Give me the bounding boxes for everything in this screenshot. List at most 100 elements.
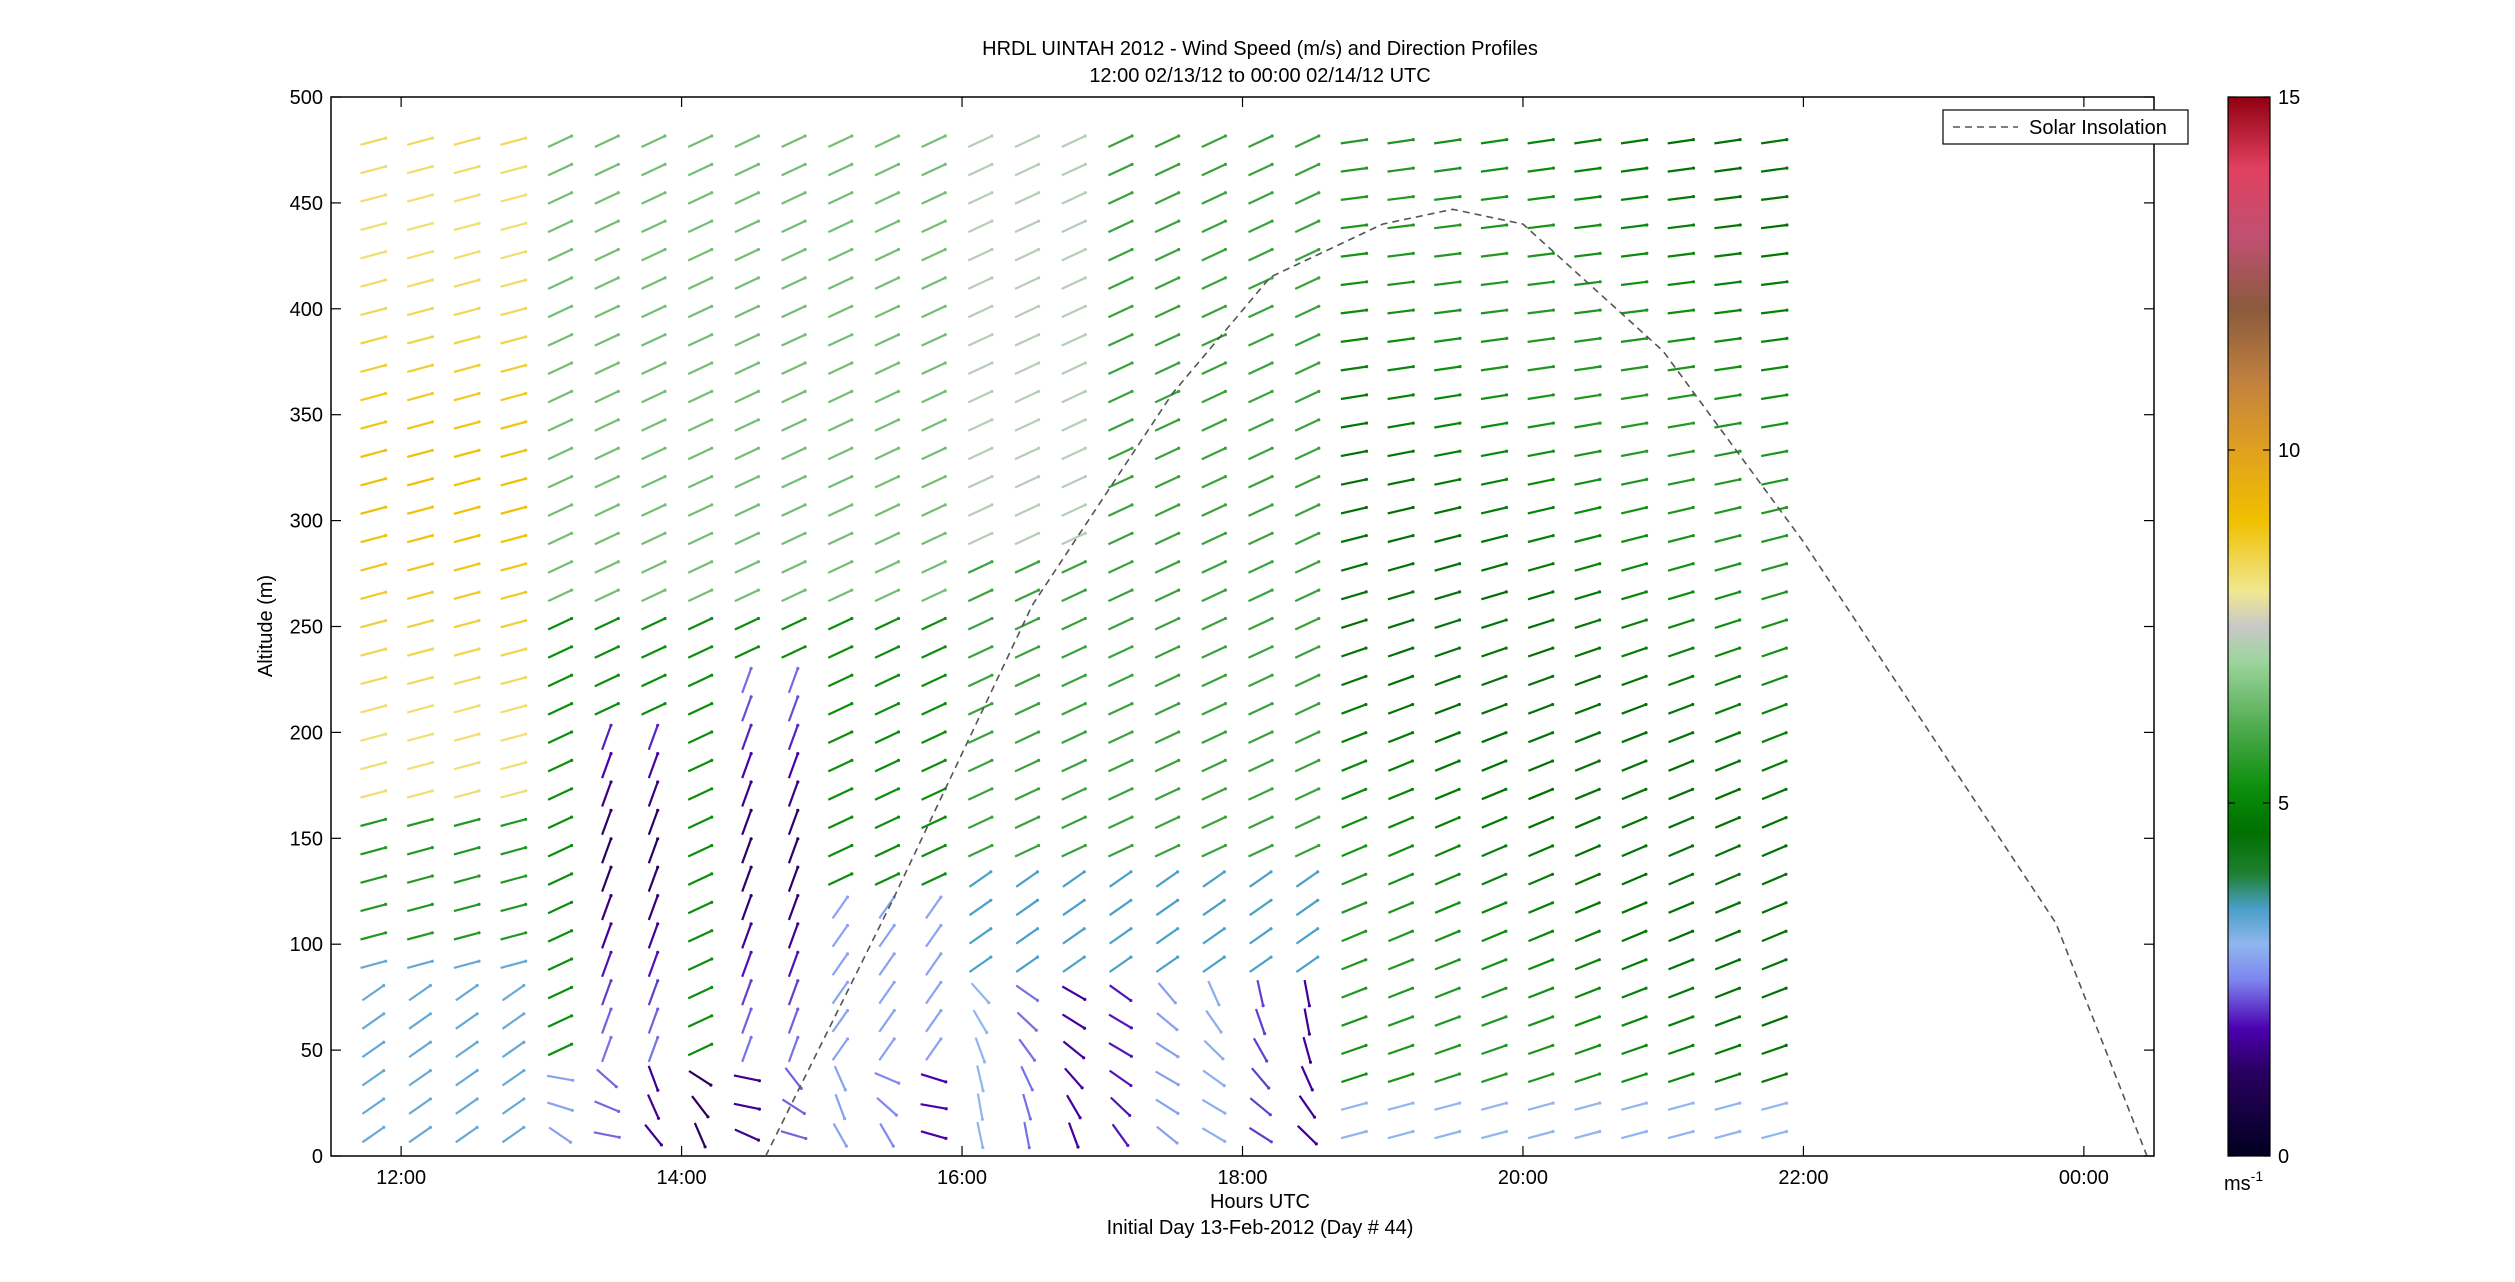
wind-barb-head — [850, 815, 854, 819]
wind-barb-head — [1270, 418, 1274, 422]
wind-barb — [827, 787, 853, 801]
wind-barb-head — [1223, 645, 1227, 649]
wind-barb-head — [430, 647, 434, 651]
wind-barb — [1574, 506, 1601, 515]
wind-barb — [1761, 506, 1787, 515]
wind-barb-head — [1177, 503, 1181, 507]
wind-barb-head — [1598, 138, 1602, 142]
wind-barb-head — [384, 335, 388, 339]
wind-barb — [921, 135, 946, 148]
wind-barb-head — [1598, 618, 1602, 622]
wind-barb-head — [1505, 393, 1509, 397]
wind-barb-head — [1457, 986, 1461, 990]
wind-barb — [1761, 703, 1787, 715]
wind-barb — [1340, 393, 1367, 401]
wind-barb — [1760, 252, 1788, 258]
wind-barb — [406, 165, 433, 175]
wind-barb-head — [710, 531, 714, 535]
wind-barb-head — [1645, 195, 1649, 199]
wind-barb-head — [710, 247, 714, 252]
wind-barb — [921, 816, 946, 830]
wind-barb-head — [1598, 393, 1602, 397]
wind-barb-head — [1083, 815, 1087, 819]
wind-barb-head — [1784, 562, 1789, 566]
wind-barb — [1668, 731, 1694, 744]
wind-barb-head — [850, 134, 854, 138]
wind-barb-head — [1083, 276, 1087, 280]
wind-barb-head — [845, 1009, 850, 1013]
wind-barb — [1480, 534, 1507, 544]
wind-barb — [500, 193, 526, 203]
wind-barb — [827, 674, 853, 688]
wind-barb-head — [1223, 333, 1227, 337]
wind-barb-head — [1691, 505, 1695, 510]
wind-barb-head — [382, 983, 386, 988]
wind-barb-head — [1130, 304, 1134, 308]
wind-barb — [1481, 703, 1507, 715]
wind-barb-head — [1457, 929, 1461, 933]
wind-barb-head — [477, 391, 481, 396]
wind-barb-head — [989, 898, 993, 902]
wind-barb — [1481, 1072, 1507, 1084]
wind-barb-head — [1504, 731, 1508, 735]
wind-barb-head — [1223, 475, 1227, 479]
wind-barb-head — [896, 730, 901, 734]
wind-barb-head — [524, 136, 528, 140]
wind-barb-head — [616, 276, 620, 280]
wind-barb-head — [990, 418, 994, 422]
wind-barb — [455, 984, 478, 1002]
wind-barb — [601, 923, 613, 949]
wind-barb — [1340, 590, 1367, 601]
wind-barb — [1387, 252, 1414, 258]
wind-barb — [361, 1041, 385, 1059]
wind-barb — [1248, 362, 1273, 375]
wind-barb — [453, 960, 480, 969]
wind-barb-head — [990, 702, 994, 706]
wind-barb — [1527, 1072, 1554, 1084]
wind-barb-head — [1177, 361, 1181, 365]
wind-barb-head — [897, 1081, 901, 1085]
wind-barb — [874, 674, 899, 688]
wind-barb — [360, 392, 386, 402]
wind-barb-head — [1411, 138, 1415, 142]
wind-barb-head — [1458, 477, 1462, 481]
wind-barb-head — [990, 247, 994, 252]
wind-barb — [787, 724, 799, 751]
wind-barb-head — [1221, 1057, 1225, 1061]
wind-barb — [1620, 195, 1647, 201]
wind-barb — [1341, 675, 1367, 687]
wind-barb-head — [1083, 758, 1087, 763]
wind-barb — [601, 866, 613, 892]
wind-barb-head — [1458, 195, 1462, 199]
wind-barb — [834, 1093, 846, 1119]
wind-barb — [967, 532, 993, 546]
wind-barb — [1760, 195, 1788, 201]
wind-barb-head — [524, 846, 528, 850]
wind-barb-head — [803, 304, 807, 308]
wind-barb-head — [709, 1083, 713, 1087]
wind-barb — [1527, 647, 1554, 658]
wind-barb-head — [710, 446, 714, 450]
wind-barb-head — [1457, 1072, 1461, 1076]
wind-barb-head — [524, 363, 528, 367]
wind-barb — [687, 305, 713, 319]
wind-barb — [1714, 759, 1740, 772]
wind-barb — [1434, 618, 1460, 629]
wind-barb — [1480, 1102, 1507, 1111]
wind-barb-head — [1268, 1113, 1272, 1117]
wind-barb-head — [1083, 446, 1087, 450]
wind-barb-head — [1411, 195, 1415, 199]
wind-barb-head — [570, 588, 574, 592]
wind-barb-head — [1037, 304, 1041, 308]
wind-barb-head — [990, 787, 994, 791]
wind-barb-head — [384, 193, 388, 197]
wind-barb-head — [706, 1115, 710, 1119]
wind-barb-head — [430, 477, 434, 481]
wind-barb — [1761, 647, 1787, 658]
wind-barb-head — [663, 560, 667, 564]
wind-barb — [647, 1065, 659, 1091]
wind-barb — [1294, 503, 1320, 517]
wind-barb-head — [943, 219, 947, 223]
wind-barb-head — [1737, 958, 1741, 962]
wind-barb-head — [1457, 1043, 1461, 1047]
